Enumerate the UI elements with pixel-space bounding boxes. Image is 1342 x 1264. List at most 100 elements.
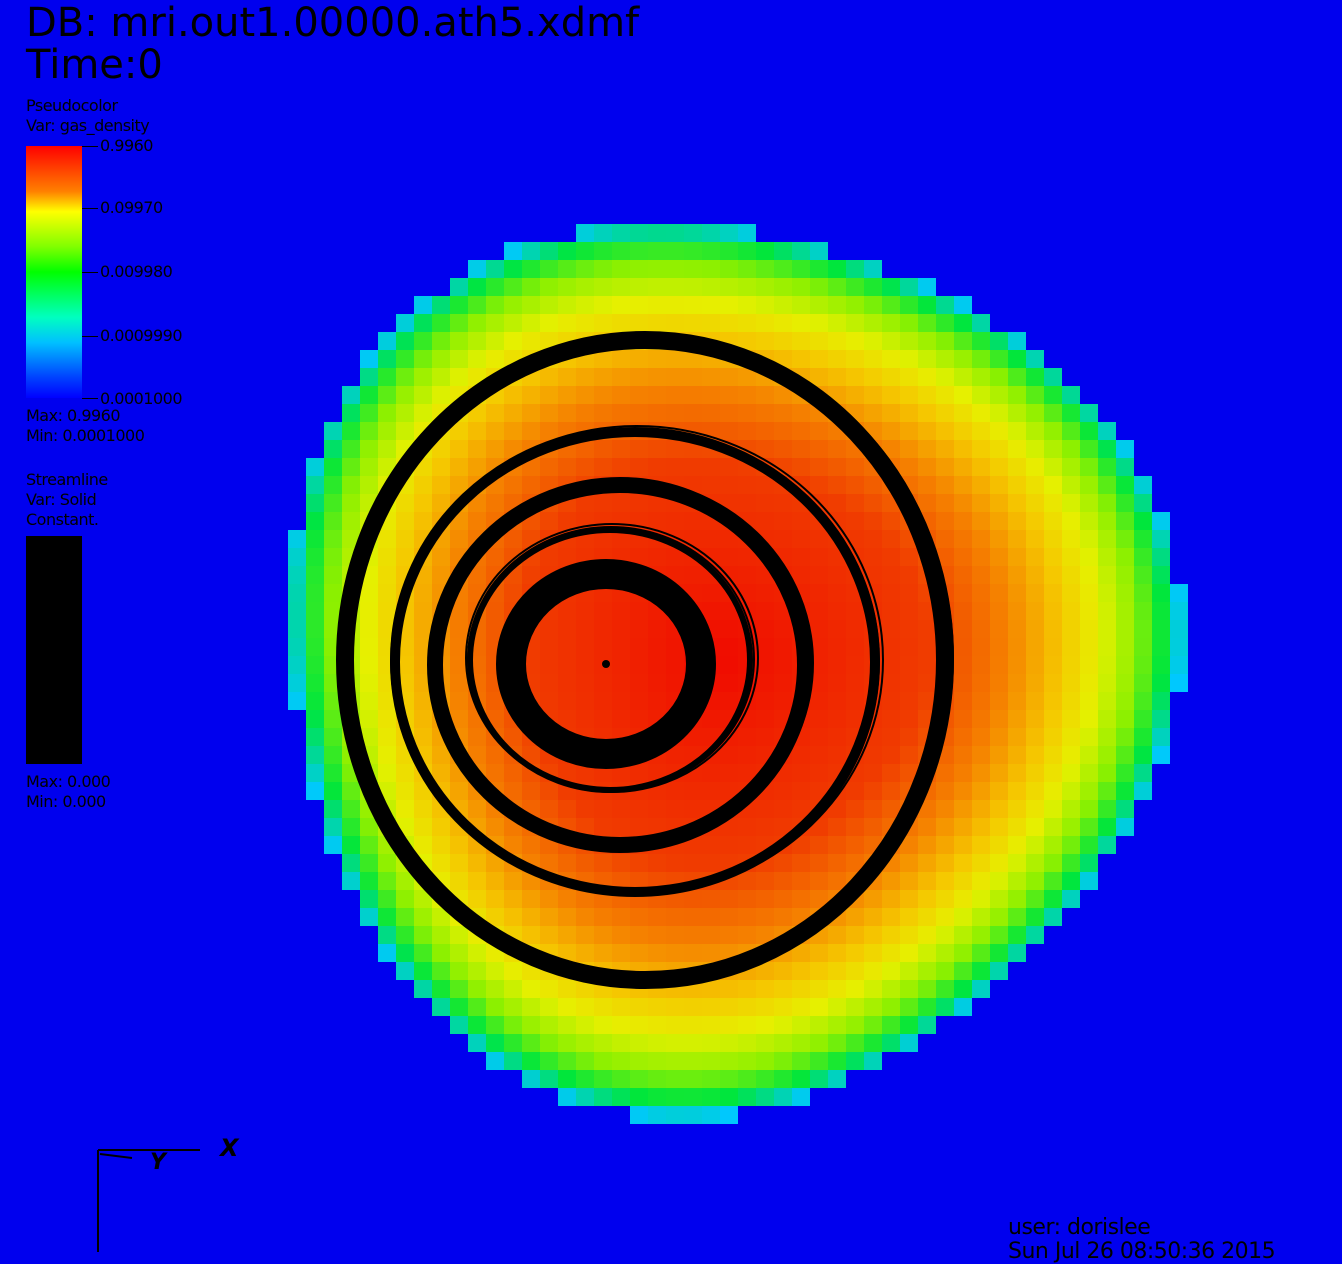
density-cell	[882, 782, 900, 800]
density-cell	[360, 602, 378, 620]
density-cell	[486, 494, 504, 512]
density-cell	[738, 476, 756, 494]
density-cell	[1134, 764, 1152, 782]
density-cell	[810, 728, 828, 746]
density-cell	[1134, 548, 1152, 566]
density-cell	[360, 674, 378, 692]
density-cell	[594, 440, 612, 458]
density-cell	[1026, 674, 1044, 692]
density-cell	[342, 872, 360, 890]
density-cell	[288, 602, 306, 620]
density-cell	[558, 296, 576, 314]
colorbar-tick	[82, 208, 98, 209]
density-cell	[864, 1052, 882, 1070]
density-cell	[612, 296, 630, 314]
density-cell	[828, 998, 846, 1016]
density-cell	[702, 1106, 720, 1124]
density-cell	[1008, 728, 1026, 746]
density-cell	[756, 1052, 774, 1070]
density-cell	[774, 386, 792, 404]
density-cell	[630, 350, 648, 368]
density-cell	[972, 962, 990, 980]
density-cell	[1098, 530, 1116, 548]
density-cell	[972, 656, 990, 674]
density-cell	[1062, 854, 1080, 872]
density-cell	[1134, 584, 1152, 602]
density-cell	[648, 494, 666, 512]
density-cell	[882, 278, 900, 296]
density-cell	[972, 908, 990, 926]
density-cell	[576, 314, 594, 332]
density-cell	[900, 278, 918, 296]
density-cell	[378, 530, 396, 548]
density-cell	[774, 1034, 792, 1052]
density-cell	[900, 692, 918, 710]
density-cell	[1152, 584, 1170, 602]
density-cell	[1044, 692, 1062, 710]
database-title: DB: mri.out1.00000.ath5.xdmf	[26, 0, 640, 46]
density-cell	[306, 512, 324, 530]
density-cell	[1062, 890, 1080, 908]
density-cell	[990, 782, 1008, 800]
density-cell	[864, 944, 882, 962]
density-cell	[774, 260, 792, 278]
density-cell	[432, 476, 450, 494]
density-cell	[540, 386, 558, 404]
density-cell	[612, 872, 630, 890]
density-cell	[576, 242, 594, 260]
density-cell	[828, 818, 846, 836]
density-cell	[576, 980, 594, 998]
density-cell	[468, 314, 486, 332]
density-cell	[990, 854, 1008, 872]
density-cell	[720, 620, 738, 638]
density-cell	[522, 1070, 540, 1088]
density-cell	[576, 998, 594, 1016]
density-cell	[684, 566, 702, 584]
density-cell	[558, 314, 576, 332]
density-cell	[756, 512, 774, 530]
density-cell	[864, 548, 882, 566]
density-cell	[414, 332, 432, 350]
density-cell	[828, 440, 846, 458]
density-cell	[1170, 620, 1188, 638]
density-cell	[684, 350, 702, 368]
density-cell	[720, 674, 738, 692]
density-cell	[414, 404, 432, 422]
density-cell	[1152, 710, 1170, 728]
density-cell	[720, 404, 738, 422]
density-cell	[954, 674, 972, 692]
density-cell	[774, 1070, 792, 1088]
density-cell	[1044, 602, 1062, 620]
density-cell	[702, 908, 720, 926]
density-cell	[756, 476, 774, 494]
density-cell	[1044, 368, 1062, 386]
density-cell	[612, 386, 630, 404]
density-cell	[468, 1016, 486, 1034]
density-cell	[594, 530, 612, 548]
density-cell	[972, 620, 990, 638]
density-cell	[882, 692, 900, 710]
density-cell	[1026, 764, 1044, 782]
density-cell	[882, 386, 900, 404]
density-cell	[738, 368, 756, 386]
density-cell	[666, 656, 684, 674]
density-cell	[558, 1088, 576, 1106]
density-cell	[558, 800, 576, 818]
density-cell	[954, 440, 972, 458]
density-cell	[1062, 512, 1080, 530]
density-cell	[846, 476, 864, 494]
density-cell	[810, 440, 828, 458]
density-cell	[1062, 836, 1080, 854]
density-cell	[522, 404, 540, 422]
density-cell	[378, 602, 396, 620]
density-cell	[1134, 674, 1152, 692]
density-cell	[954, 710, 972, 728]
density-cell	[720, 368, 738, 386]
density-cell	[864, 350, 882, 368]
density-cell	[900, 440, 918, 458]
density-cell	[720, 1034, 738, 1052]
density-cell	[1008, 674, 1026, 692]
density-cell	[450, 440, 468, 458]
density-cell	[864, 296, 882, 314]
